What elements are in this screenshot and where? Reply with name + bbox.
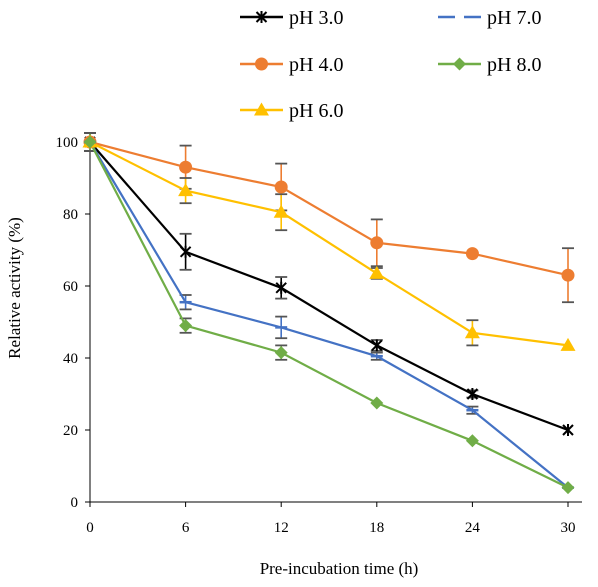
tick-labels: 0 20 40 60 80 100 0 6 12 18 24 30 [56,135,576,536]
data-point-ph-4-0 [179,160,193,174]
data-point-ph-3-0 [466,388,479,400]
legend-item-ph-8-0: pH 8.0 [438,54,541,76]
y-axis-title: Relative activity (%) [5,217,24,359]
data-point-ph-8-0 [465,434,479,448]
y-tick-label: 20 [63,423,78,439]
series-lines [89,140,569,489]
series-markers [82,134,576,495]
x-tick-label: 0 [86,520,94,536]
series-line-ph-4-0 [89,140,569,277]
data-point-ph-3-0 [562,424,574,436]
legend-marker [254,102,269,116]
x-tick-label: 18 [369,520,384,536]
data-point-ph-3-0 [275,281,287,294]
legend-label: pH 7.0 [487,7,541,29]
axes [85,136,582,507]
series-line-ph-7-0 [89,141,569,489]
data-point-ph-8-0 [370,396,384,410]
data-point-ph-6-0 [560,337,576,351]
x-tick-label: 12 [274,520,289,536]
legend-item-ph-7-0: pH 7.0 [438,7,541,29]
legend-marker [453,57,466,71]
data-point-ph-8-0 [561,481,575,495]
legend-marker [255,11,268,23]
y-tick-label: 100 [56,135,79,151]
legend-item-ph-4-0: pH 4.0 [240,54,343,76]
legend-item-ph-6-0: pH 6.0 [240,100,343,122]
legend-marker [255,57,268,71]
y-tick-label: 40 [63,351,78,367]
legend-label: pH 3.0 [289,7,343,29]
x-axis-title: Pre-incubation time (h) [260,559,419,578]
legend: pH 3.0 pH 4.0 pH 6.0 pH 7.0 pH 8.0 [240,7,541,122]
x-tick-label: 30 [561,520,576,536]
data-point-ph-8-0 [179,319,193,333]
data-point-ph-8-0 [83,135,97,149]
data-point-ph-3-0 [179,245,192,258]
data-point-ph-6-0 [178,183,194,197]
data-point-ph-6-0 [273,204,289,218]
x-tick-label: 24 [465,520,481,536]
legend-label: pH 4.0 [289,54,343,76]
x-tick-label: 6 [182,520,190,536]
data-point-ph-4-0 [274,180,288,194]
y-tick-label: 60 [63,279,78,295]
data-point-ph-4-0 [561,268,575,282]
legend-label: pH 6.0 [289,100,343,122]
data-point-ph-4-0 [465,247,479,261]
data-point-ph-3-0 [371,339,383,352]
y-tick-label: 80 [63,207,78,223]
legend-label: pH 8.0 [487,54,541,76]
y-tick-label: 0 [71,495,79,511]
series-line-ph-3-0 [89,141,569,432]
data-point-ph-4-0 [370,236,384,250]
series-line-ph-8-0 [89,141,569,489]
data-point-ph-8-0 [274,346,288,360]
series-line-ph-6-0 [89,141,569,347]
data-point-ph-6-0 [369,265,385,279]
data-point-ph-6-0 [464,325,480,339]
legend-item-ph-3-0: pH 3.0 [240,7,343,29]
